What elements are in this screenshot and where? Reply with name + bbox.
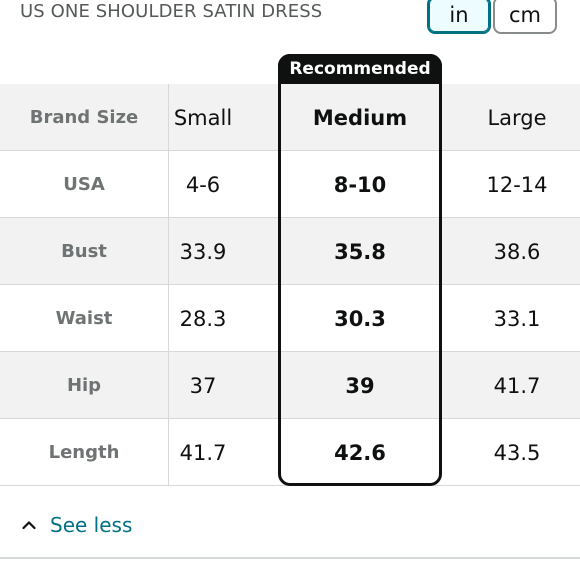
row-label: Waist <box>55 308 113 329</box>
chevron-up-icon <box>22 520 36 530</box>
table-row: Length 41.7 42.6 43.5 <box>0 419 580 486</box>
table-row: Waist 28.3 30.3 33.1 <box>0 285 580 352</box>
cell-large: 33.1 <box>493 306 541 331</box>
row-divider <box>0 150 580 151</box>
cell-large: 12-14 <box>486 172 548 197</box>
row-divider <box>0 351 580 352</box>
cell-medium: 8-10 <box>333 172 387 197</box>
cell-medium: 35.8 <box>334 239 386 264</box>
row-label: Hip <box>66 375 102 396</box>
header-brand-size: Brand Size <box>29 107 139 128</box>
cell-medium: 30.3 <box>334 306 386 331</box>
cell-large: 43.5 <box>493 440 541 465</box>
row-divider <box>0 217 580 218</box>
table-row: Bust 33.9 35.8 38.6 <box>0 218 580 285</box>
row-label: USA <box>63 174 105 195</box>
header-large: Large <box>487 105 547 130</box>
row-divider <box>0 284 580 285</box>
cell-small: 33.9 <box>179 239 227 264</box>
header-row: Brand Size Small Medium Large <box>0 84 580 151</box>
cell-medium: 42.6 <box>334 440 386 465</box>
header-medium: Medium <box>312 105 408 130</box>
row-label: Length <box>48 442 120 463</box>
row-label: Bust <box>61 241 107 262</box>
see-less-label: See less <box>50 513 133 537</box>
table-row: Hip 37 39 41.7 <box>0 352 580 419</box>
cell-large: 38.6 <box>493 239 541 264</box>
cell-small: 4-6 <box>185 172 221 197</box>
unit-cm-button[interactable]: cm <box>493 0 557 34</box>
row-divider <box>0 418 580 419</box>
column-divider <box>168 84 169 486</box>
see-less-link[interactable]: See less <box>22 508 132 542</box>
table-row: USA 4-6 8-10 12-14 <box>0 151 580 218</box>
cell-small: 37 <box>189 373 217 398</box>
product-title: US ONE SHOULDER SATIN DRESS <box>20 1 323 22</box>
cell-large: 41.7 <box>493 373 541 398</box>
cell-small: 28.3 <box>179 306 227 331</box>
cell-small: 41.7 <box>179 440 227 465</box>
row-divider <box>0 485 580 486</box>
header-small: Small <box>173 105 233 130</box>
cell-medium: 39 <box>345 373 375 398</box>
recommended-badge: Recommended <box>278 54 442 84</box>
unit-in-button[interactable]: in <box>427 0 491 34</box>
divider <box>0 557 580 559</box>
